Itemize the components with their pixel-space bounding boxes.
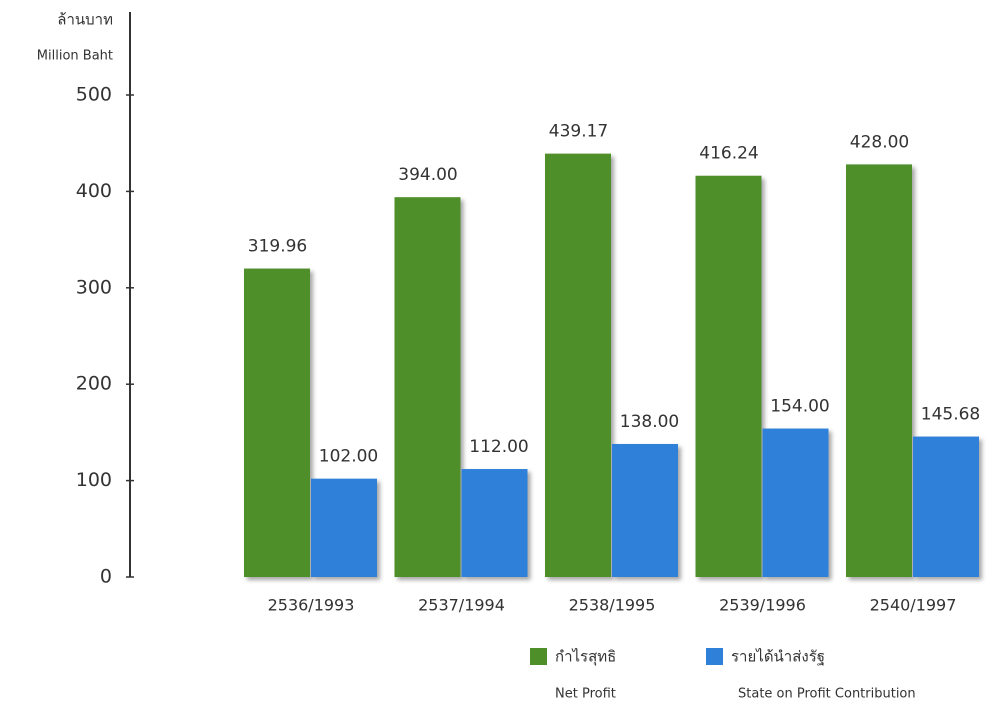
y-tick-label: 200 (76, 373, 112, 395)
x-tick-label: 2536/1993 (268, 596, 355, 615)
bar (244, 268, 310, 577)
y-tick-label: 500 (76, 84, 112, 106)
x-tick-label: 2537/1994 (418, 596, 505, 615)
data-label: 428.00 (850, 132, 909, 152)
legend-label: รายได้นำส่งรัฐ (731, 648, 825, 666)
y-tick-label: 300 (76, 276, 112, 298)
y-tick-label: 400 (76, 180, 112, 202)
y-axis-label: ล้านบาท (57, 11, 113, 29)
data-label: 394.00 (398, 165, 457, 185)
x-tick-label: 2540/1997 (870, 596, 957, 615)
legend-swatch (706, 648, 723, 665)
x-tick-label: 2538/1995 (569, 596, 656, 615)
bar (846, 164, 912, 577)
data-label: 102.00 (319, 447, 378, 467)
data-label: 416.24 (699, 144, 758, 164)
legend-label-en: Net Profit (555, 687, 616, 702)
bar (612, 443, 678, 577)
data-label: 138.00 (620, 412, 679, 432)
bar (311, 478, 377, 577)
legend-swatch (530, 648, 547, 665)
y-tick-label: 100 (76, 469, 112, 491)
bar (461, 469, 528, 577)
bar (394, 197, 461, 577)
bar (913, 436, 979, 577)
legend-label-en: State on Profit Contribution (738, 687, 916, 702)
data-label: 439.17 (549, 122, 608, 142)
bar (695, 175, 762, 578)
bar (545, 153, 611, 577)
legend-label: กำไรสุทธิ (555, 648, 616, 667)
data-label: 145.68 (921, 405, 980, 425)
data-label: 319.96 (248, 237, 307, 257)
data-label: 112.00 (469, 437, 528, 457)
data-label: 154.00 (770, 397, 829, 417)
y-axis-label: Million Baht (37, 49, 113, 64)
y-tick-label: 0 (100, 566, 112, 588)
bar (762, 428, 829, 577)
x-tick-label: 2539/1996 (719, 596, 806, 615)
